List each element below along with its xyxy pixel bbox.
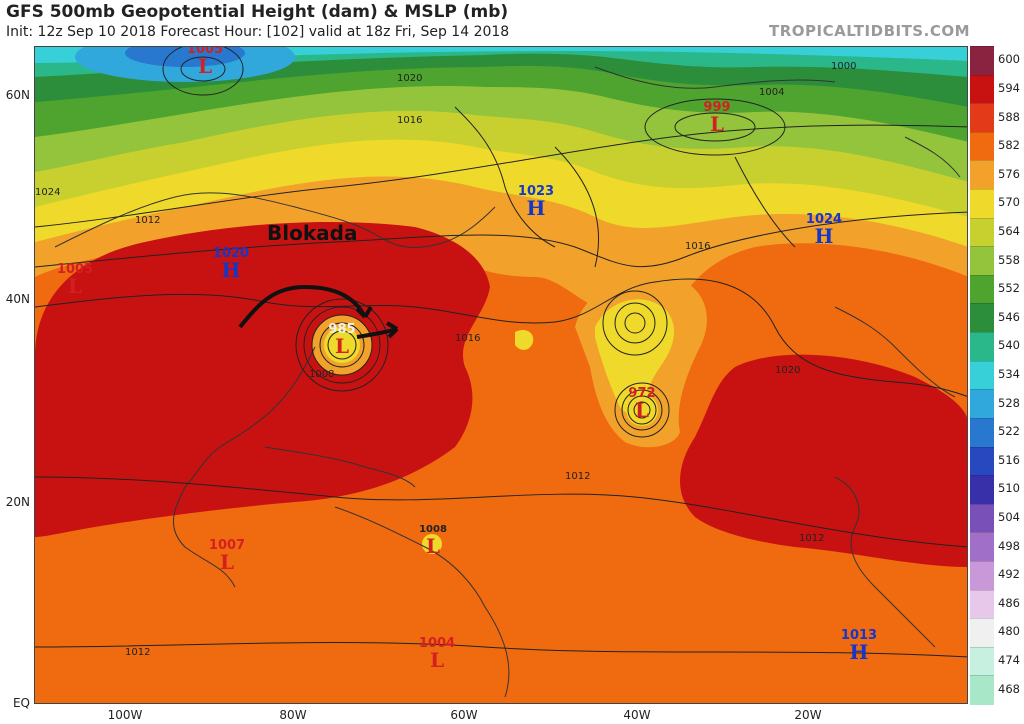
colorbar-label: 504 <box>998 510 1020 525</box>
colorbar-label: 564 <box>998 223 1020 238</box>
colorbar-cell <box>970 74 994 105</box>
high-pressure-marker: 1013 H <box>840 628 878 664</box>
colorbar-label: 588 <box>998 109 1020 124</box>
colorbar-label: 576 <box>998 166 1020 181</box>
colorbar-label: 480 <box>998 624 1020 639</box>
low-pressure-marker: 1005 L <box>186 46 224 78</box>
colorbar-cell <box>970 646 994 677</box>
colorbar-label: 570 <box>998 195 1020 210</box>
isobar-label: 1012 <box>565 471 591 482</box>
lat-label: 40N <box>5 292 30 306</box>
block-arrow <box>238 284 399 339</box>
colorbar-label: 522 <box>998 424 1020 439</box>
colorbar-cell <box>970 389 994 419</box>
colorbar-label: 540 <box>998 338 1020 353</box>
isobar-label: 1016 <box>455 333 481 344</box>
colorbar-label: 528 <box>998 395 1020 410</box>
field-570-blob <box>515 330 534 350</box>
colorbar-cell <box>970 475 994 505</box>
colorbar-label: 600 <box>998 52 1020 67</box>
colorbar-label: 546 <box>998 309 1020 324</box>
brand-watermark: TROPICALTIDBITS.COM <box>769 22 970 40</box>
high-pressure-marker: 1023 H <box>517 184 555 220</box>
lon-label: 80W <box>279 708 307 722</box>
colorbar-label: 594 <box>998 80 1020 95</box>
field-588-east <box>680 354 967 567</box>
hurricane-low-marker: 985 L <box>328 322 356 358</box>
colorbar-label: 498 <box>998 538 1020 553</box>
colorbar-cell <box>970 618 994 648</box>
low-pressure-marker: 972 L <box>628 386 656 422</box>
colorbar-cell <box>970 131 994 162</box>
coastlines <box>54 66 961 698</box>
lon-label: 60W <box>450 708 478 722</box>
colorbar-cell <box>970 417 994 448</box>
colorbar-cell <box>970 246 994 276</box>
small-low-core <box>422 534 442 554</box>
isobar-label: 1020 <box>775 365 801 376</box>
hurricane-ring-inner <box>324 327 360 363</box>
colorbar-label: 552 <box>998 281 1020 296</box>
low-pressure-marker: 1007 L <box>208 538 246 574</box>
colorbar-cell <box>970 332 994 362</box>
weather-map: 1005 L 999 L 1023 H 1024 H 1020 H 1005 L 985 L … <box>34 46 968 704</box>
map-subtitle: Init: 12z Sep 10 2018 Forecast Hour: [10… <box>6 24 510 40</box>
colorbar-cell <box>970 532 994 562</box>
colorbar-cell <box>970 217 994 248</box>
colorbar-label: 474 <box>998 653 1020 668</box>
isobar-label: 1016 <box>685 241 711 252</box>
colorbar-cell <box>970 303 994 334</box>
colorbar-cell <box>970 46 994 76</box>
storm-core <box>626 394 658 426</box>
high-pressure-marker: 1024 H <box>805 212 843 248</box>
lon-label: 20W <box>794 708 822 722</box>
colorbar-cell <box>970 189 994 219</box>
colorbar-cell <box>970 503 994 534</box>
field-588-west <box>35 222 490 537</box>
colorbar <box>970 46 994 705</box>
colorbar-cell <box>970 360 994 391</box>
colorbar-label: 468 <box>998 681 1020 696</box>
lon-label: 100W <box>107 708 143 722</box>
lon-label: 40W <box>623 708 651 722</box>
colorbar-cell <box>970 160 994 191</box>
colorbar-label: 486 <box>998 595 1020 610</box>
colorbar-cell <box>970 589 994 620</box>
isobar-label: 1012 <box>125 647 151 658</box>
low-pressure-marker: 1005 L <box>56 262 94 298</box>
low-pressure-marker: 1008 L <box>419 524 447 558</box>
field-522 <box>125 47 245 67</box>
colorbar-cell <box>970 274 994 305</box>
low-pressure-marker: 999 L <box>703 100 731 136</box>
isobar-label: 1012 <box>135 215 161 226</box>
colorbar-label: 516 <box>998 452 1020 467</box>
isobars <box>35 47 967 658</box>
lat-label: 60N <box>5 88 30 102</box>
lat-label: 20N <box>5 495 30 509</box>
map-fields <box>35 47 967 703</box>
low-pressure-marker: 1004 L <box>418 636 456 672</box>
colorbar-label: 492 <box>998 567 1020 582</box>
colorbar-label: 582 <box>998 138 1020 153</box>
colorbar-label: 534 <box>998 367 1020 381</box>
lat-label: EQ <box>12 696 30 710</box>
colorbar-cell <box>970 103 994 133</box>
isobar-label: 1016 <box>397 115 423 126</box>
isobar-label: 1000 <box>831 61 857 72</box>
isobar-label: 1012 <box>799 533 825 544</box>
isobar-label: 1024 <box>35 187 61 198</box>
colorbar-label: 558 <box>998 252 1020 267</box>
colorbar-cell <box>970 560 994 591</box>
blokada-annotation: Blokada <box>267 221 358 245</box>
colorbar-label: 510 <box>998 481 1020 496</box>
colorbar-cell <box>970 675 994 705</box>
isobar-label: 1004 <box>759 87 785 98</box>
isobar-label: 1020 <box>397 73 423 84</box>
map-title: GFS 500mb Geopotential Height (dam) & MS… <box>6 2 509 22</box>
colorbar-cell <box>970 446 994 477</box>
isobar-label: 1008 <box>309 369 335 380</box>
high-pressure-marker: 1020 H <box>212 246 250 282</box>
